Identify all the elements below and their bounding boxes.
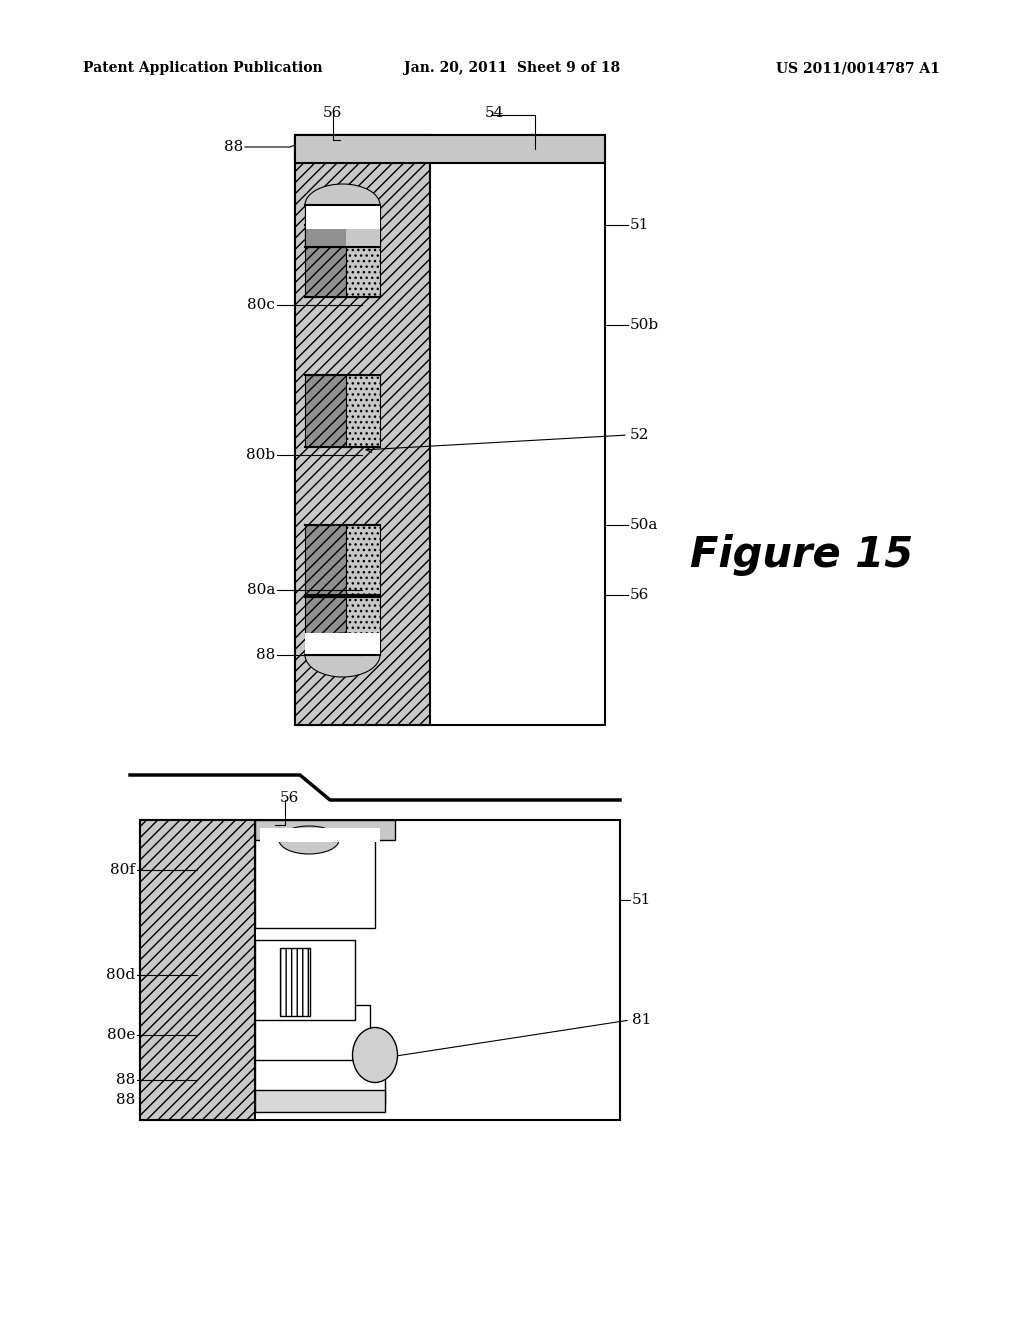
Text: Patent Application Publication: Patent Application Publication	[83, 61, 323, 75]
Bar	[260, 828, 380, 842]
Text: 80f: 80f	[110, 863, 135, 876]
Text: Figure 15: Figure 15	[690, 535, 913, 576]
Ellipse shape	[352, 1027, 397, 1082]
Bar	[140, 820, 255, 1119]
Text: 81: 81	[632, 1012, 651, 1027]
Bar	[346, 525, 380, 597]
Text: 88: 88	[116, 1093, 135, 1107]
Bar	[255, 828, 375, 928]
Text: 80e: 80e	[106, 1028, 135, 1041]
Bar	[305, 595, 346, 655]
Bar	[346, 375, 380, 447]
Text: 56: 56	[630, 587, 649, 602]
Text: 56: 56	[323, 106, 342, 120]
Text: 54: 54	[485, 106, 505, 120]
Ellipse shape	[305, 183, 380, 226]
Bar	[295, 135, 605, 162]
Text: 50b: 50b	[630, 318, 659, 333]
Text: 88: 88	[116, 1073, 135, 1086]
Bar	[140, 820, 620, 1119]
Bar	[305, 205, 380, 228]
Bar	[255, 940, 355, 1020]
Bar	[305, 205, 346, 247]
Bar	[255, 1090, 385, 1111]
Bar	[305, 632, 380, 655]
Bar	[305, 224, 346, 297]
Text: 51: 51	[632, 894, 651, 907]
Bar	[346, 205, 380, 247]
Bar	[255, 1005, 370, 1060]
Bar	[346, 205, 380, 247]
Bar	[305, 525, 346, 597]
Text: 51: 51	[630, 218, 649, 232]
Text: 88: 88	[256, 648, 275, 663]
Bar	[346, 224, 380, 297]
Text: 80d: 80d	[105, 968, 135, 982]
Bar	[305, 205, 346, 247]
Text: 52: 52	[630, 428, 649, 442]
Bar	[280, 948, 310, 1016]
Bar	[295, 135, 605, 725]
Text: 88: 88	[224, 140, 243, 154]
Bar	[255, 820, 395, 840]
Text: US 2011/0014787 A1: US 2011/0014787 A1	[776, 61, 940, 75]
Bar	[295, 135, 430, 725]
Text: 80a: 80a	[247, 583, 275, 597]
Bar	[346, 595, 380, 655]
Ellipse shape	[279, 826, 339, 854]
Text: Jan. 20, 2011  Sheet 9 of 18: Jan. 20, 2011 Sheet 9 of 18	[403, 61, 621, 75]
Text: 80b: 80b	[246, 447, 275, 462]
Text: 56: 56	[280, 791, 299, 805]
Text: 80c: 80c	[247, 298, 275, 312]
Bar	[255, 1055, 385, 1105]
Text: 50a: 50a	[630, 517, 658, 532]
Ellipse shape	[305, 634, 380, 677]
Bar	[305, 375, 346, 447]
